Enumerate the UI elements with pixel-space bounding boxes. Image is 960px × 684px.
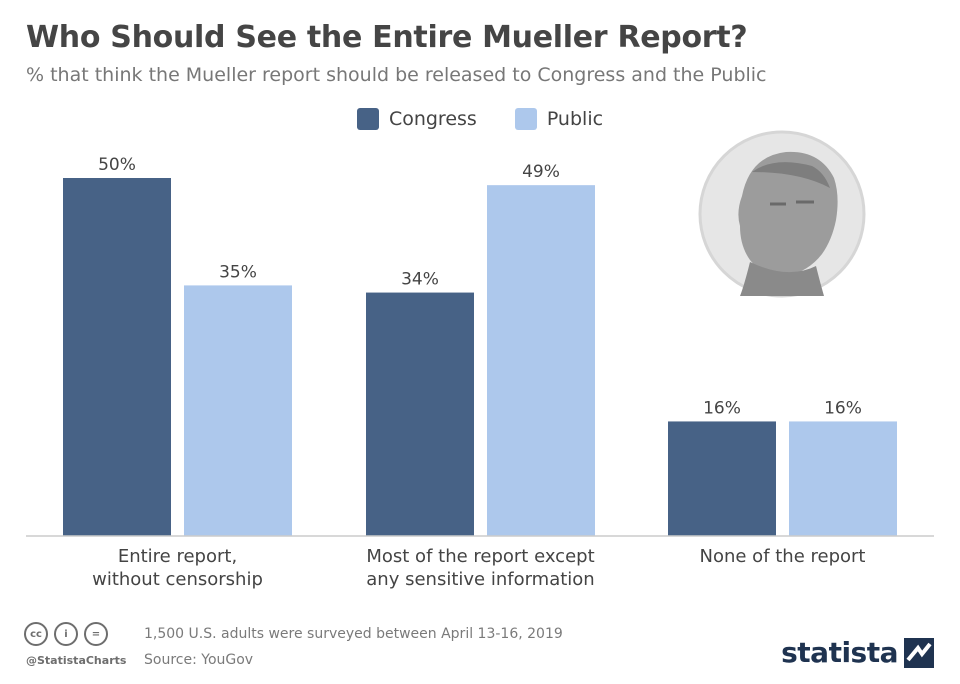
statista-wordmark: statista	[781, 636, 898, 669]
source-note: Source: YouGov	[144, 652, 254, 668]
value-label-public-2: 16%	[824, 398, 862, 418]
category-label-0: Entire report, without censorship	[92, 546, 263, 590]
legend-swatch-public	[514, 108, 537, 130]
legend-item-congress: Congress	[356, 108, 477, 130]
license-icons: cc i =	[24, 622, 108, 646]
legend-item-public: Public	[514, 108, 604, 130]
value-label-congress-0: 50%	[98, 155, 136, 175]
category-label-2: None of the report	[700, 546, 866, 567]
legend: Congress Public	[0, 108, 960, 130]
legend-label-public: Public	[546, 108, 604, 130]
legend-swatch-congress	[356, 108, 379, 130]
chart-subtitle: % that think the Mueller report should b…	[26, 64, 767, 86]
social-handle: @StatistaCharts	[26, 654, 127, 667]
creative-commons-icon: cc	[24, 622, 48, 646]
bar-congress-2	[668, 421, 776, 536]
value-label-congress-1: 34%	[401, 270, 439, 290]
legend-label-congress: Congress	[388, 108, 477, 130]
category-label-1: Most of the report except any sensitive i…	[366, 546, 594, 590]
bar-public-0	[184, 285, 292, 536]
value-label-public-0: 35%	[219, 262, 257, 282]
bar-congress-1	[366, 292, 474, 536]
portrait-illustration	[698, 130, 866, 298]
statista-logo: statista	[781, 636, 934, 669]
attribution-icon: i	[54, 622, 78, 646]
survey-note: 1,500 U.S. adults were surveyed between …	[144, 626, 563, 642]
value-label-congress-2: 16%	[703, 398, 741, 418]
value-label-public-1: 49%	[522, 162, 560, 182]
bar-congress-0	[63, 178, 171, 536]
statista-logo-icon	[904, 637, 934, 668]
chart-title: Who Should See the Entire Mueller Report…	[26, 20, 748, 55]
no-derivatives-icon: =	[84, 622, 108, 646]
bar-public-2	[789, 421, 897, 536]
bar-public-1	[487, 185, 595, 536]
